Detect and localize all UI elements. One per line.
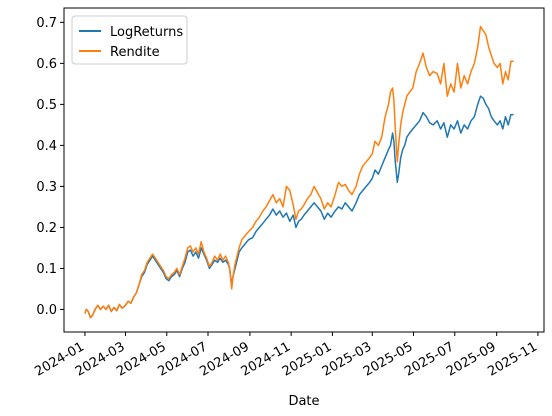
y-tick-label: 0.3 (36, 180, 57, 195)
axes: 2024-012024-032024-052024-072024-092024-… (32, 7, 545, 409)
y-tick-label: 0.7 (36, 16, 57, 31)
plot-frame (63, 7, 545, 333)
legend: LogReturns Rendite (71, 15, 188, 65)
y-tick-label: 0.6 (36, 57, 57, 72)
legend-label-rendite: Rendite (110, 45, 160, 60)
y-tick-label: 0.4 (36, 139, 57, 154)
legend-label-logreturns: LogReturns (110, 25, 183, 40)
x-axis-ticks: 2024-012024-032024-052024-072024-092024-… (32, 332, 540, 380)
y-tick-label: 0.0 (36, 303, 57, 318)
series-line-logreturns (84, 95, 514, 319)
y-axis-ticks: 0.0 0.1 0.2 0.3 0.4 0.5 0.6 0.7 (36, 16, 64, 318)
series-line-rendite (84, 25, 514, 319)
y-tick-label: 0.1 (36, 262, 57, 277)
plot-area (84, 25, 514, 319)
y-tick-label: 0.2 (36, 221, 57, 236)
x-axis-label: Date (288, 394, 319, 409)
y-tick-label: 0.5 (36, 98, 57, 113)
